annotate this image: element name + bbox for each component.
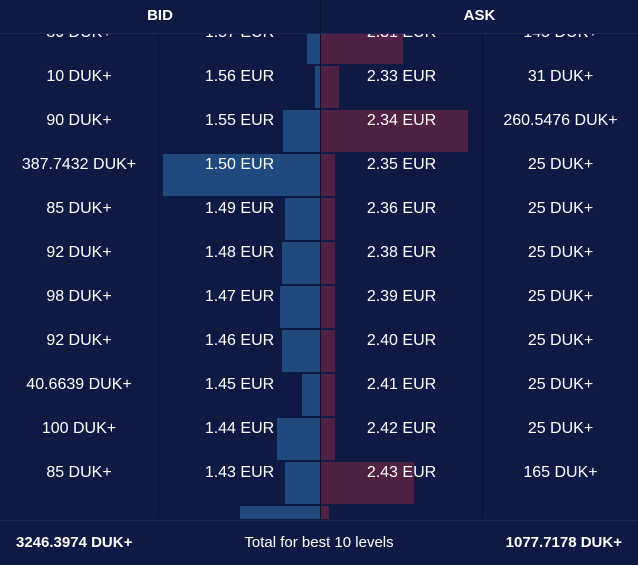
order-book-row[interactable]: 100 DUK+ 1.44 EUR 2.42 EUR 25 DUK+ xyxy=(0,418,638,462)
ask-depth-bar xyxy=(321,33,403,64)
ask-price: 2.41 EUR xyxy=(366,376,437,393)
ask-quantity: 25 DUK+ xyxy=(527,288,594,305)
ask-depth-bar xyxy=(321,418,335,460)
ask-quantity: 31 DUK+ xyxy=(527,68,594,85)
bid-depth-bar xyxy=(307,33,320,64)
bid-quantity: 387.7432 DUK+ xyxy=(21,156,137,173)
order-book-row[interactable]: 40.6639 DUK+ 1.45 EUR 2.41 EUR 25 DUK+ xyxy=(0,374,638,418)
bid-quantity: 92 DUK+ xyxy=(46,332,112,349)
ask-price: 2.39 EUR xyxy=(366,288,437,305)
bid-price: 1.45 EUR xyxy=(204,376,275,393)
ask-depth-bar xyxy=(321,286,335,328)
bid-price: 1.44 EUR xyxy=(204,420,275,437)
ask-quantity: 25 DUK+ xyxy=(527,244,594,261)
bid-quantity: 85 DUK+ xyxy=(46,200,112,217)
bid-depth-bar xyxy=(283,110,320,152)
bid-price xyxy=(159,506,320,519)
bid-price: 1.43 EUR xyxy=(204,464,275,481)
ask-price xyxy=(321,506,482,519)
bid-quantity xyxy=(0,506,158,519)
bid-quantity: 10 DUK+ xyxy=(46,68,112,85)
total-label: Total for best 10 levels xyxy=(244,534,394,551)
ask-quantity xyxy=(483,506,638,519)
bid-price: 1.57 EUR xyxy=(159,33,320,66)
bid-depth-bar xyxy=(282,330,320,372)
ask-quantity: 25 DUK+ xyxy=(527,332,594,349)
ask-depth-bar xyxy=(321,66,339,108)
ask-total: 1077.7178 DUK+ xyxy=(505,534,622,551)
ask-price: 2.38 EUR xyxy=(366,244,437,261)
order-book-footer: 3246.3974 DUK+ Total for best 10 levels … xyxy=(0,520,638,560)
order-book-row[interactable]: 92 DUK+ 1.46 EUR 2.40 EUR 25 DUK+ xyxy=(0,330,638,374)
bid-price: 1.50 EUR xyxy=(204,156,275,173)
bid-price: 1.47 EUR xyxy=(204,288,275,305)
order-book-header: BID ASK xyxy=(0,0,638,34)
bid-depth-bar xyxy=(277,418,320,460)
ask-price: 2.31 EUR xyxy=(321,33,482,66)
bid-depth-bar xyxy=(163,154,320,196)
ask-price: 2.33 EUR xyxy=(366,68,437,85)
ask-price: 2.35 EUR xyxy=(366,156,437,173)
bid-quantity: 90 DUK+ xyxy=(46,112,112,129)
bid-depth-bar xyxy=(282,242,320,284)
ask-quantity: 25 DUK+ xyxy=(527,156,594,173)
bid-price: 1.56 EUR xyxy=(204,68,275,85)
ask-depth-bar xyxy=(321,374,335,416)
ask-depth-bar xyxy=(321,198,335,240)
ask-price: 2.40 EUR xyxy=(366,332,437,349)
ask-price: 2.42 EUR xyxy=(366,420,437,437)
bid-quantity: 40.6639 DUK+ xyxy=(26,376,132,393)
order-book-row[interactable]: 85 DUK+ 1.43 EUR 2.43 EUR 165 DUK+ xyxy=(0,462,638,506)
order-book-row[interactable] xyxy=(0,506,638,519)
ask-column-header: ASK xyxy=(463,7,496,24)
ask-depth-bar xyxy=(321,154,335,196)
ask-depth-bar xyxy=(321,330,335,372)
ask-quantity: 165 DUK+ xyxy=(523,464,598,481)
ask-depth-bar xyxy=(321,506,329,519)
bid-depth-bar xyxy=(240,506,320,519)
ask-price: 2.43 EUR xyxy=(366,464,437,481)
bid-quantity: 85 DUK+ xyxy=(46,464,112,481)
bid-depth-bar xyxy=(315,66,320,108)
order-book-row[interactable]: 98 DUK+ 1.47 EUR 2.39 EUR 25 DUK+ xyxy=(0,286,638,330)
bid-depth-bar xyxy=(280,286,320,328)
ask-depth-bar xyxy=(321,462,414,504)
ask-quantity: 260.5476 DUK+ xyxy=(503,112,618,129)
ask-quantity: 25 DUK+ xyxy=(527,420,594,437)
bid-quantity: 98 DUK+ xyxy=(46,288,112,305)
ask-quantity: 25 DUK+ xyxy=(527,200,594,217)
ask-price: 2.36 EUR xyxy=(366,200,437,217)
bid-depth-bar xyxy=(302,374,320,416)
column-divider-ask xyxy=(482,33,483,519)
order-book-row[interactable]: 387.7432 DUK+ 1.50 EUR 2.35 EUR 25 DUK+ xyxy=(0,154,638,198)
bid-price: 1.46 EUR xyxy=(204,332,275,349)
ask-depth-bar xyxy=(321,110,468,152)
ask-quantity: 25 DUK+ xyxy=(527,376,594,393)
column-divider-bid xyxy=(158,33,159,519)
column-divider-center xyxy=(320,33,321,519)
ask-depth-bar xyxy=(321,242,335,284)
order-book-row[interactable]: 90 DUK+ 1.55 EUR 2.34 EUR 260.5476 DUK+ xyxy=(0,110,638,154)
bid-price: 1.49 EUR xyxy=(204,200,275,217)
bid-price: 1.55 EUR xyxy=(204,112,275,129)
bid-total: 3246.3974 DUK+ xyxy=(16,534,133,551)
header-divider xyxy=(320,0,321,33)
bid-column-header: BID xyxy=(147,7,173,24)
order-book-row[interactable]: 10 DUK+ 1.56 EUR 2.33 EUR 31 DUK+ xyxy=(0,66,638,110)
bid-depth-bar xyxy=(285,462,320,504)
order-book-row[interactable]: 92 DUK+ 1.48 EUR 2.38 EUR 25 DUK+ xyxy=(0,242,638,286)
ask-quantity: 145 DUK+ xyxy=(483,33,638,66)
bid-price: 1.48 EUR xyxy=(204,244,275,261)
bid-quantity: 100 DUK+ xyxy=(41,420,117,437)
order-book-row[interactable]: 85 DUK+ 1.49 EUR 2.36 EUR 25 DUK+ xyxy=(0,198,638,242)
ask-price: 2.34 EUR xyxy=(366,112,437,129)
bid-quantity: 30 DUK+ xyxy=(0,33,158,66)
bid-quantity: 92 DUK+ xyxy=(46,244,112,261)
bid-depth-bar xyxy=(285,198,320,240)
